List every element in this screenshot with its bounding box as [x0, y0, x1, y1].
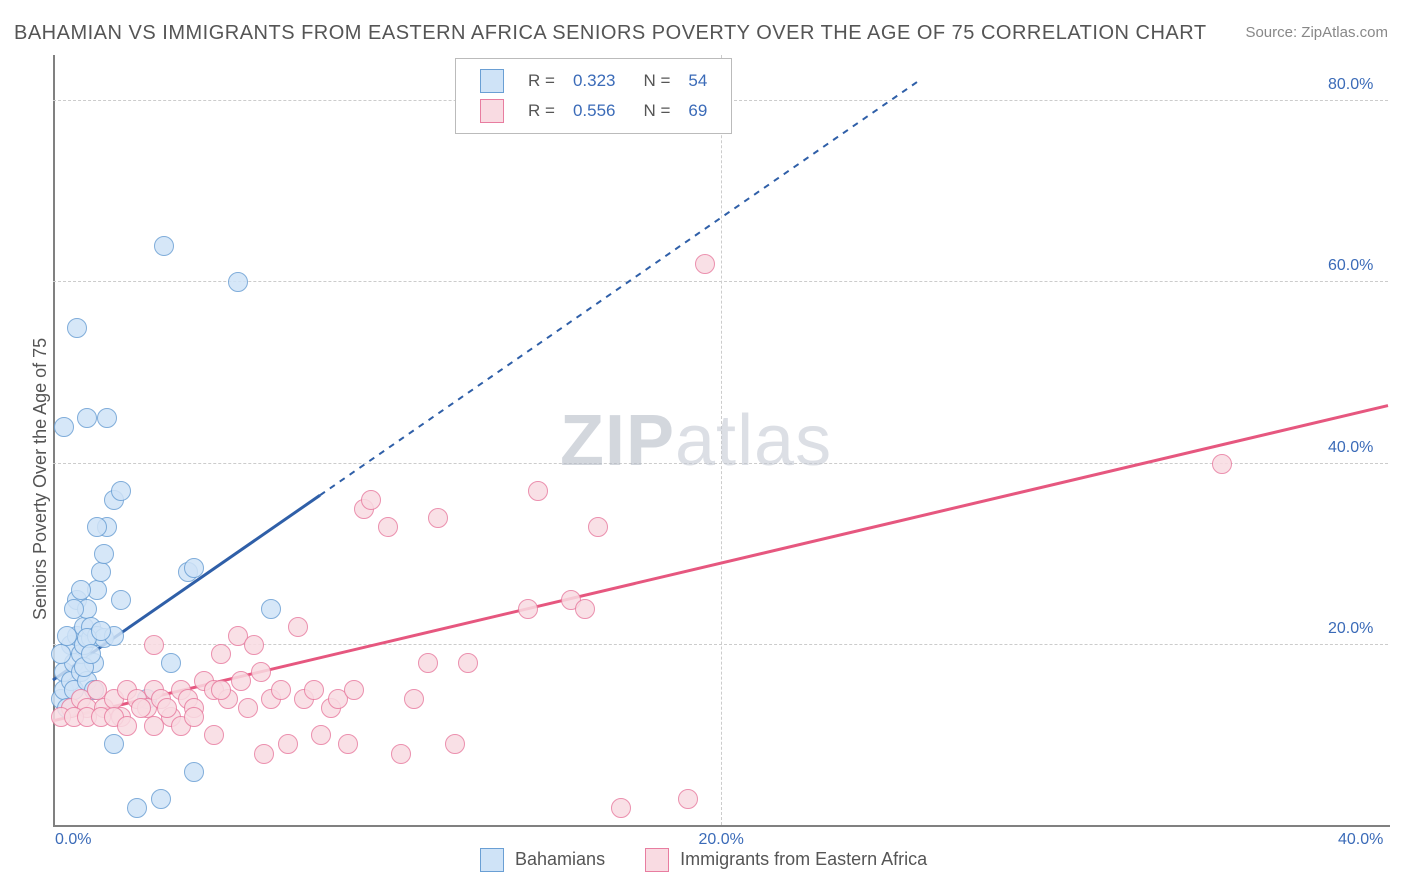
legend-swatch: [480, 99, 504, 123]
data-point: [391, 744, 411, 764]
legend-label: Bahamians: [515, 849, 605, 869]
data-point: [67, 318, 87, 338]
data-point: [1212, 454, 1232, 474]
watermark: ZIPatlas: [560, 400, 832, 482]
y-tick-label: 20.0%: [1328, 620, 1373, 638]
data-point: [361, 490, 381, 510]
data-point: [231, 671, 251, 691]
x-tick-label: 40.0%: [1338, 831, 1383, 849]
data-point: [211, 680, 231, 700]
data-point: [151, 789, 171, 809]
data-point: [161, 653, 181, 673]
data-point: [428, 508, 448, 528]
data-point: [575, 599, 595, 619]
data-point: [528, 481, 548, 501]
legend-label: Immigrants from Eastern Africa: [680, 849, 927, 869]
data-point: [238, 698, 258, 718]
data-point: [261, 599, 281, 619]
data-point: [91, 562, 111, 582]
y-tick-label: 60.0%: [1328, 257, 1373, 275]
legend-swatch: [480, 69, 504, 93]
data-point: [254, 744, 274, 764]
data-point: [184, 558, 204, 578]
data-point: [588, 517, 608, 537]
data-point: [211, 644, 231, 664]
data-point: [91, 621, 111, 641]
legend-stats: R =0.323N =54R =0.556N =69: [455, 58, 732, 134]
data-point: [111, 590, 131, 610]
data-point: [244, 635, 264, 655]
data-point: [131, 698, 151, 718]
y-tick-label: 40.0%: [1328, 439, 1373, 457]
data-point: [251, 662, 271, 682]
data-point: [378, 517, 398, 537]
data-point: [678, 789, 698, 809]
data-point: [228, 272, 248, 292]
data-point: [518, 599, 538, 619]
data-point: [418, 653, 438, 673]
data-point: [51, 644, 71, 664]
data-point: [445, 734, 465, 754]
y-tick-label: 80.0%: [1328, 76, 1373, 94]
y-axis-label: Seniors Poverty Over the Age of 75: [30, 338, 51, 620]
data-point: [458, 653, 478, 673]
data-point: [144, 635, 164, 655]
data-point: [64, 599, 84, 619]
data-point: [57, 626, 77, 646]
legend-swatch: [645, 848, 669, 872]
data-point: [271, 680, 291, 700]
chart-title: BAHAMIAN VS IMMIGRANTS FROM EASTERN AFRI…: [14, 22, 1207, 45]
legend-swatch: [480, 848, 504, 872]
data-point: [184, 762, 204, 782]
data-point: [288, 617, 308, 637]
chart-source: Source: ZipAtlas.com: [1245, 24, 1388, 41]
data-point: [278, 734, 298, 754]
data-point: [81, 644, 101, 664]
data-point: [111, 481, 131, 501]
legend-bottom: Bahamians Immigrants from Eastern Africa: [480, 848, 967, 872]
x-tick-label: 20.0%: [699, 831, 744, 849]
x-tick-label: 0.0%: [55, 831, 91, 849]
